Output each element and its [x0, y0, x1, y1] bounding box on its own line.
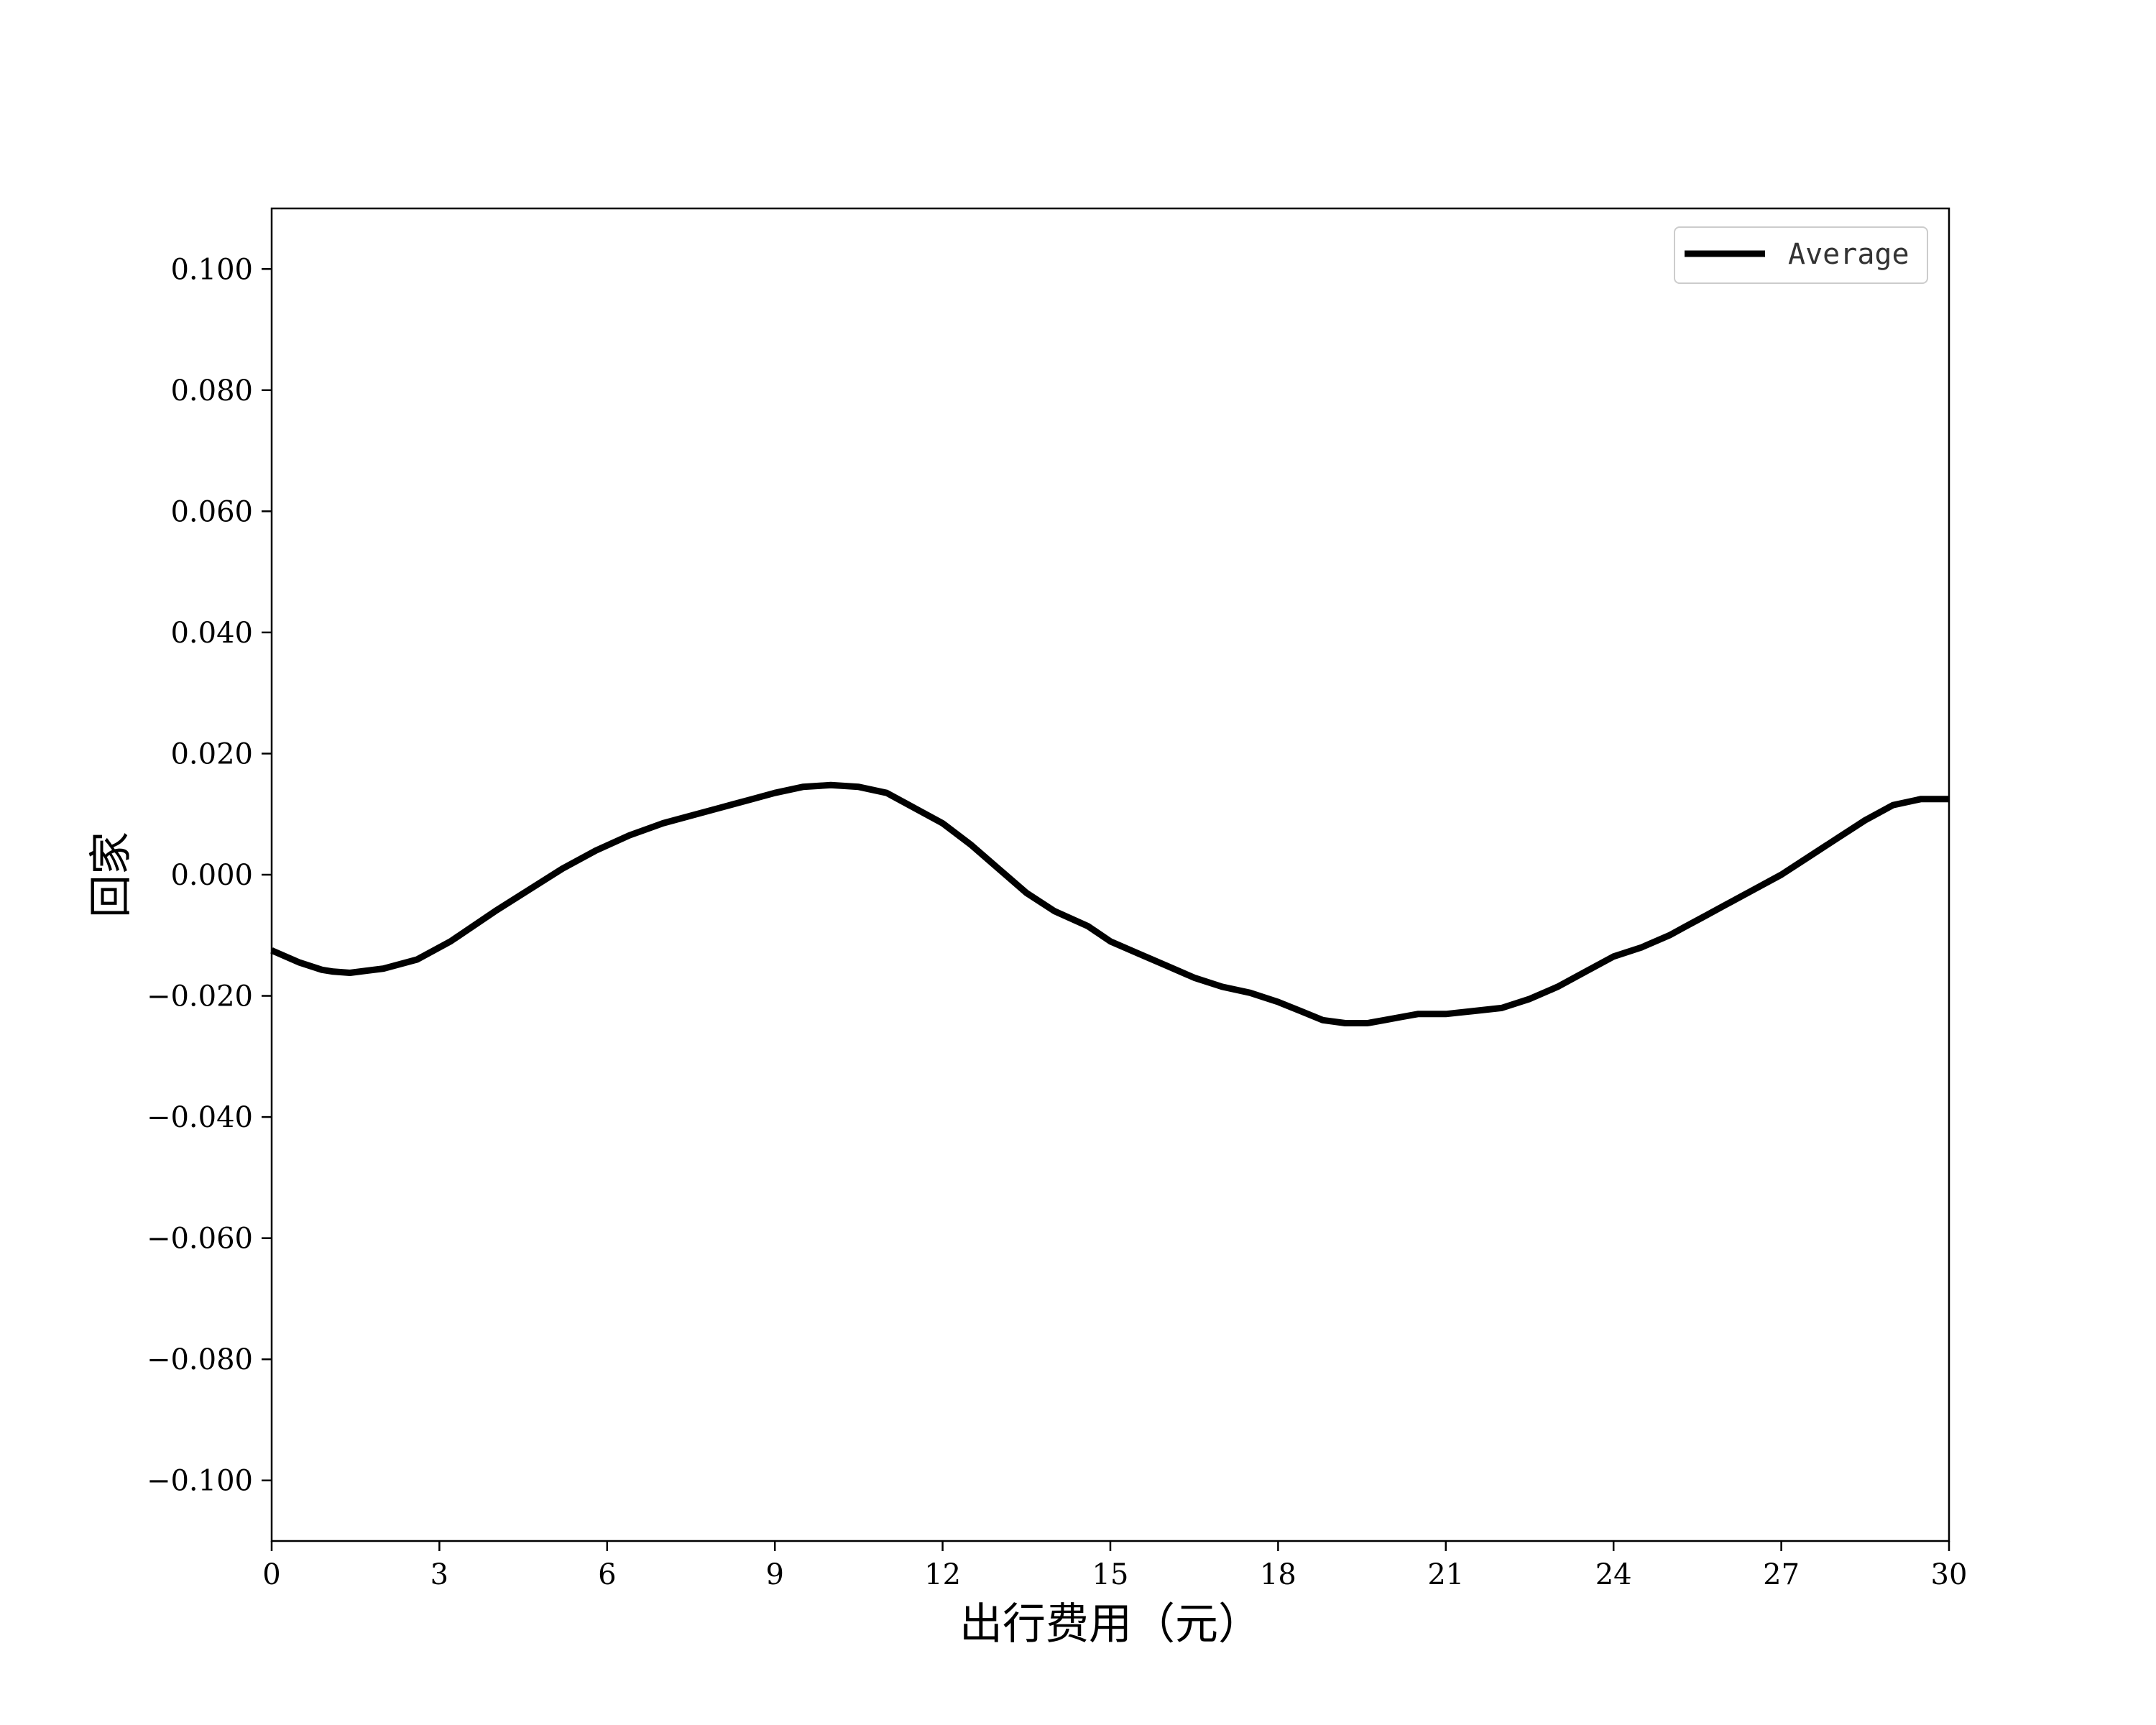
- y-tick-label: 0.040: [170, 617, 253, 650]
- x-tick-label: 24: [1595, 1558, 1632, 1591]
- legend: Average: [1674, 226, 1928, 284]
- x-axis-ticks: 0 3 6 9 12 15 18 21 24 27 30: [262, 1541, 1967, 1591]
- y-axis-ticks: 0.100 0.080 0.060 0.040 0.020 0.000 −0.020 −0.0…: [147, 253, 272, 1498]
- y-tick-label: 0.100: [170, 253, 253, 286]
- y-axis-label: 回家: [86, 832, 137, 918]
- x-axis-label: 出行费用（元）: [959, 1599, 1261, 1650]
- legend-label-average: Average: [1788, 238, 1909, 271]
- y-tick-label: 0.000: [170, 859, 253, 892]
- series-line-average: [270, 781, 1949, 1026]
- x-tick-label: 27: [1763, 1558, 1800, 1591]
- plot-frame: [270, 207, 1950, 1542]
- x-tick-label: 30: [1931, 1558, 1968, 1591]
- y-tick-label: 0.060: [170, 495, 253, 528]
- y-tick-label: −0.040: [147, 1101, 253, 1134]
- y-tick-label: 0.080: [170, 374, 253, 408]
- y-tick-label: −0.020: [147, 980, 253, 1013]
- x-tick-label: 21: [1427, 1558, 1464, 1591]
- y-tick-label: −0.060: [147, 1223, 253, 1256]
- legend-box: [1674, 226, 1928, 284]
- x-tick-label: 3: [430, 1558, 448, 1591]
- y-tick-label: 0.020: [170, 737, 253, 770]
- x-tick-label: 12: [924, 1558, 961, 1591]
- x-tick-label: 18: [1260, 1558, 1296, 1591]
- x-tick-label: 0: [262, 1558, 280, 1591]
- x-tick-label: 9: [765, 1558, 783, 1591]
- x-tick-label: 6: [598, 1558, 616, 1591]
- y-tick-label: −0.100: [147, 1465, 253, 1498]
- x-tick-label: 15: [1092, 1558, 1129, 1591]
- y-tick-label: −0.080: [147, 1343, 253, 1376]
